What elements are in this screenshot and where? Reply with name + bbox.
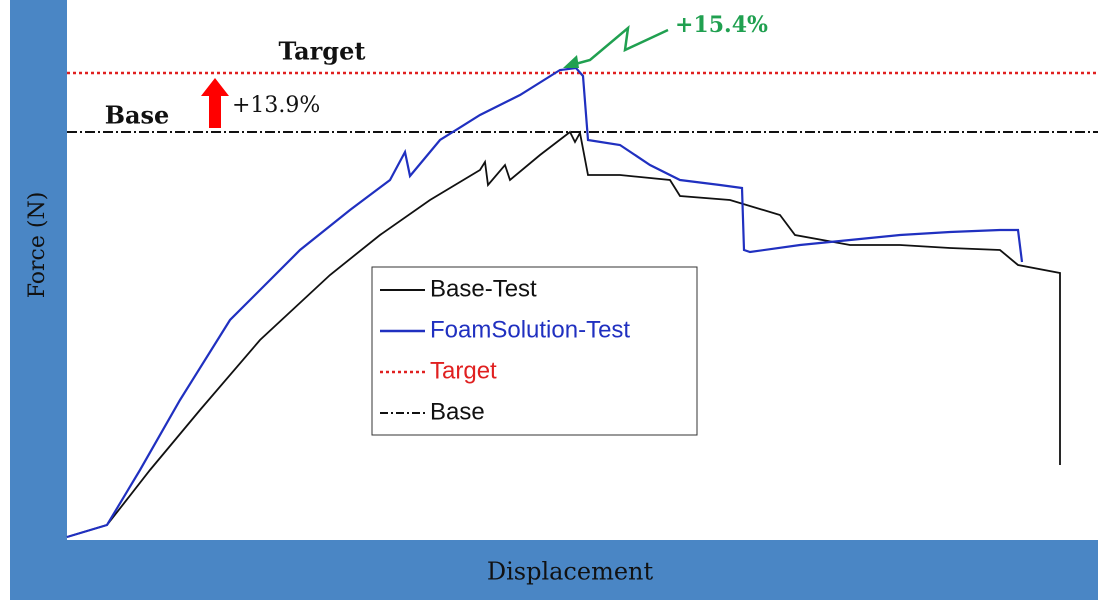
y-axis-label: Force (N) [25, 192, 50, 299]
x-axis-band [10, 540, 1098, 600]
base-annotation: Base [105, 101, 170, 130]
legend-label: FoamSolution-Test [430, 316, 630, 343]
legend-label: Base [430, 398, 485, 425]
legend-label: Target [430, 357, 497, 384]
legend-label: Base-Test [430, 275, 537, 302]
x-axis-label: Displacement [487, 558, 654, 586]
peak-increase-annotation: +15.4% [675, 12, 768, 38]
peak-arrow-head [563, 55, 579, 68]
y-axis-band [10, 0, 67, 600]
legend: Base-Test FoamSolution-Test Target Base [371, 266, 698, 436]
peak-arrow [567, 24, 669, 68]
legend-box [371, 266, 698, 436]
base-test-curve [66, 130, 1061, 538]
target-annotation: Target [279, 37, 366, 66]
base-increase-annotation: +13.9% [232, 93, 320, 118]
foam-solution-test-curve [66, 66, 1024, 539]
increase-arrow [201, 78, 229, 128]
